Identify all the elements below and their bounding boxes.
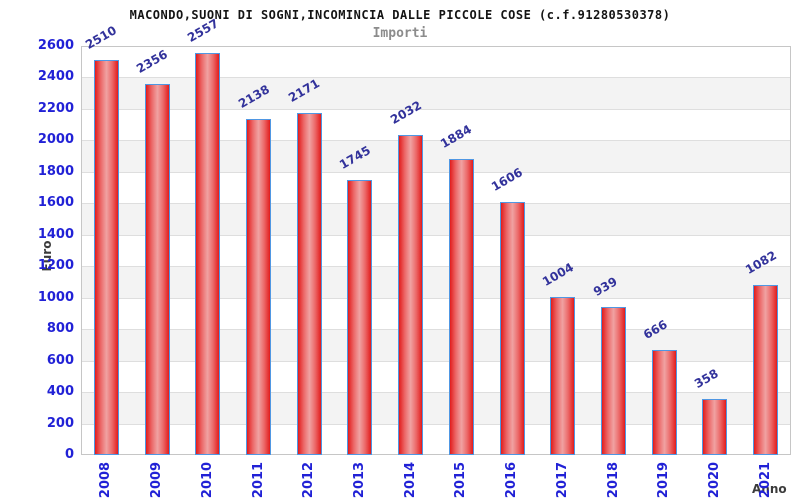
- gridline: [82, 266, 790, 268]
- y-tick-label: 600: [46, 352, 74, 368]
- y-tick-label: 1800: [37, 163, 74, 179]
- gridline: [82, 392, 790, 394]
- gridline: [82, 77, 790, 79]
- gridline: [82, 360, 790, 362]
- bar-2011: [246, 118, 271, 455]
- x-tick-label: 2011: [250, 461, 266, 499]
- grid-band: [82, 140, 790, 172]
- bar-2016: [499, 202, 525, 455]
- x-tick-label: 2015: [453, 461, 469, 499]
- gridline: [82, 234, 790, 236]
- grid-band: [82, 392, 790, 424]
- gridline: [82, 297, 790, 299]
- x-tick-label: 2021: [757, 461, 773, 499]
- y-tick-label: 0: [64, 447, 74, 462]
- x-tick-label: 2009: [149, 461, 165, 499]
- x-tick-label: 2008: [98, 461, 114, 499]
- y-tick-label: 1400: [37, 226, 74, 242]
- grid-band: [82, 203, 790, 235]
- y-tick-label: 200: [46, 415, 74, 431]
- gridline: [82, 140, 790, 142]
- y-tick-label: 2400: [37, 69, 74, 85]
- y-tick-label: 2600: [37, 38, 74, 53]
- x-tick-label: 2014: [402, 461, 418, 499]
- x-tick-label: 2016: [504, 461, 520, 499]
- plot-area: [81, 46, 791, 455]
- bar-2019: [651, 350, 677, 455]
- bar-2014: [398, 135, 424, 455]
- bar-2013: [347, 180, 373, 455]
- bar-2021: [753, 284, 779, 455]
- chart-subtitle: Importi: [372, 26, 428, 41]
- bar-2017: [550, 297, 576, 455]
- x-axis-title: Anno: [752, 482, 787, 496]
- gridline: [82, 108, 790, 110]
- y-tick-label: 800: [46, 321, 74, 337]
- bar-2012: [296, 113, 322, 455]
- bar-2008: [93, 60, 119, 455]
- y-tick-label: 400: [46, 384, 74, 400]
- x-tick-label: 2019: [656, 461, 672, 499]
- x-tick-label: 2020: [706, 461, 722, 499]
- gridline: [82, 203, 790, 205]
- grid-band: [82, 266, 790, 298]
- y-tick-label: 2000: [37, 132, 74, 148]
- bar-2020: [702, 398, 728, 455]
- y-tick-label: 1000: [37, 289, 74, 305]
- bar-2010: [195, 52, 221, 455]
- bar-2015: [448, 158, 474, 455]
- bar-2009: [144, 84, 170, 455]
- y-tick-label: 2200: [37, 100, 74, 116]
- gridline: [82, 171, 790, 173]
- gridline: [82, 423, 790, 425]
- x-tick-label: 2010: [199, 461, 215, 499]
- x-tick-label: 2017: [554, 461, 570, 499]
- x-tick-label: 2018: [605, 461, 621, 499]
- grid-band: [82, 329, 790, 361]
- y-tick-label: 1200: [37, 258, 74, 274]
- x-tick-label: 2013: [351, 461, 367, 499]
- x-tick-label: 2012: [301, 461, 317, 499]
- grid-band: [82, 77, 790, 109]
- y-tick-label: 1600: [37, 195, 74, 211]
- chart-title: MACONDO,SUONI DI SOGNI,INCOMINCIA DALLE …: [129, 8, 671, 22]
- gridline: [82, 329, 790, 331]
- bar-2018: [601, 307, 626, 455]
